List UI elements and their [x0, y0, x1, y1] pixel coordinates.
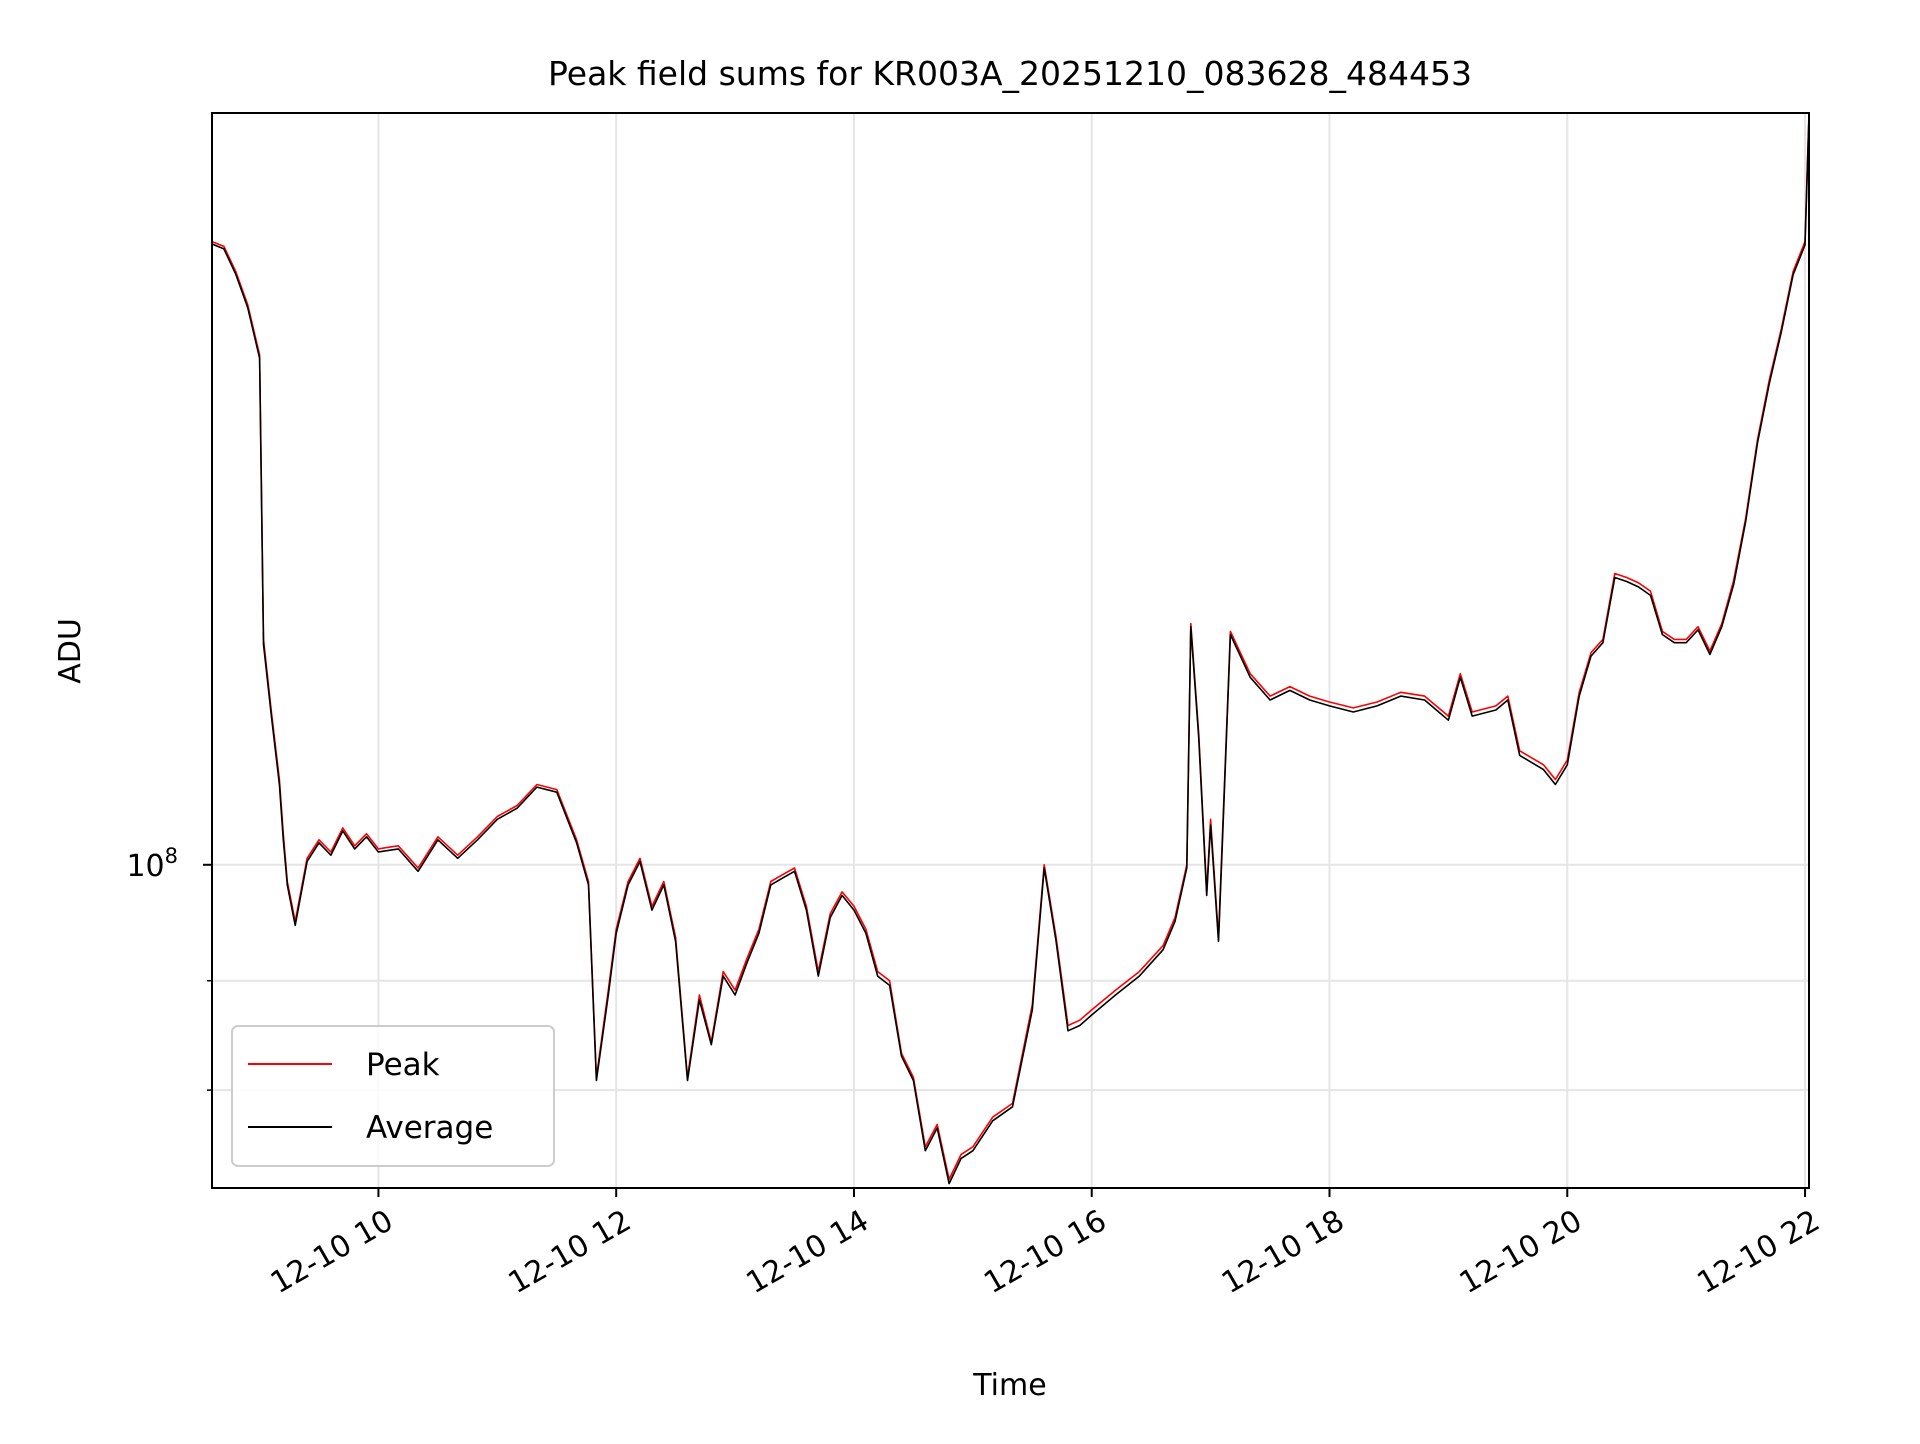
legend-box — [231, 1025, 555, 1167]
y-axis-label: ADU — [53, 618, 88, 684]
legend: Peak Average — [231, 1025, 555, 1167]
legend-label-average: Average — [366, 1110, 493, 1146]
legend-label-peak: Peak — [366, 1047, 440, 1083]
x-axis-label: Time — [972, 1368, 1046, 1403]
axes-frame — [211, 112, 1810, 1189]
y-tick-label: 108 — [126, 844, 178, 884]
series-line-average — [211, 116, 1810, 1185]
grid-layer — [212, 113, 1809, 1188]
chart-title: Peak field sums for KR003A_20251210_0836… — [548, 54, 1472, 93]
series-layer — [211, 112, 1810, 1185]
series-line-peak — [211, 112, 1810, 1181]
